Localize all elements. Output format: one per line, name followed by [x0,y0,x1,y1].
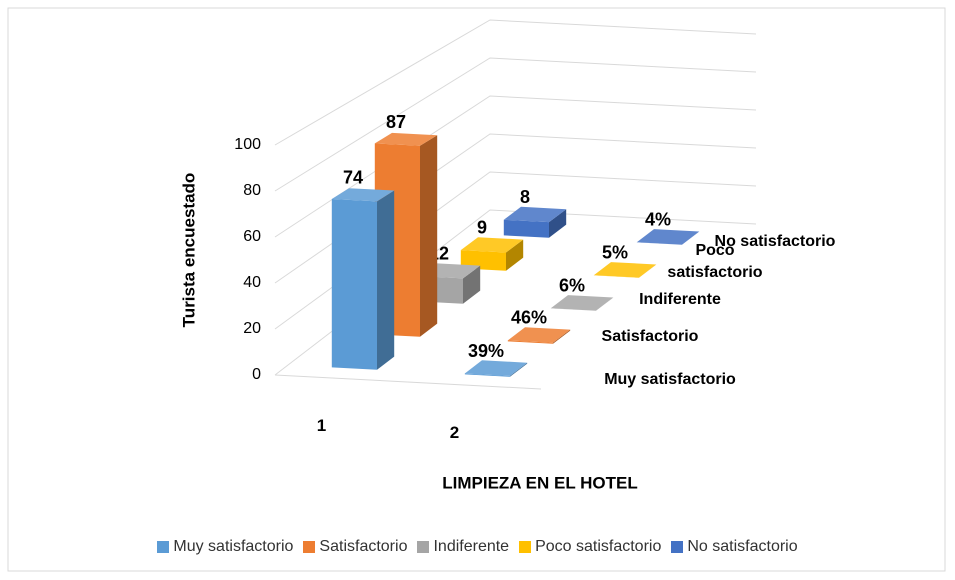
bar-front [550,308,596,311]
data-label: 5% [602,243,628,263]
data-label: 4% [645,210,671,230]
grid-line [274,57,757,192]
legend-item: Satisfactorio [303,538,407,556]
legend-item: No satisfactorio [671,538,798,556]
bar-side [596,297,614,311]
bar [550,295,614,311]
legend-swatch [157,541,170,553]
legend-swatch [671,541,684,553]
legend-item: Indiferente [417,538,509,556]
bar-side [682,231,700,245]
legend-item: Muy satisfactorio [157,538,293,556]
legend-swatch [303,541,316,553]
depth-label: Indiferente [639,291,721,308]
y-tick-label: 80 [243,182,261,199]
y-tick-label: 60 [243,228,261,245]
data-label: 8 [520,187,530,207]
legend-swatch [417,541,430,553]
bar-side [639,264,657,278]
bar-top [636,229,700,245]
depth-label: Satisfactorio [601,328,699,345]
bar-side [553,329,571,344]
legend-item: Poco satisfactorio [519,538,661,556]
legend-label: No satisfactorio [687,538,798,555]
bar-top [460,237,524,253]
floor-edge [274,374,542,390]
legend-label: Muy satisfactorio [173,538,294,555]
bar-front [503,219,549,238]
depth-label: Poco satisfactorio [667,242,763,281]
y-tick-label: 100 [234,136,261,153]
bar-side [506,239,524,271]
grid-line [274,19,757,146]
legend-label: Poco satisfactorio [535,538,662,555]
x-tick-label: 2 [450,423,459,442]
bar-side [510,362,528,377]
data-label: 46% [511,308,547,328]
bar [503,206,567,238]
bar-top [550,295,614,311]
depth-label: No satisfactorio [714,233,836,250]
data-label: 9 [477,218,487,238]
y-tick-label: 20 [243,320,261,337]
bar-top [331,188,395,202]
bar-side [549,209,567,238]
bar-side [420,135,438,337]
bar [464,360,528,377]
data-label: 6% [559,276,585,296]
y-tick-label: 0 [252,366,261,383]
legend-label: Satisfactorio [319,538,408,555]
data-label: 74 [343,168,363,188]
depth-label: Muy satisfactorio [604,371,736,388]
y-tick-label: 40 [243,274,261,291]
bar [593,262,657,278]
bar-front [593,275,639,278]
data-label: 87 [386,112,406,132]
bar-top [464,360,528,376]
bar-front [636,242,682,245]
bar-front [331,199,377,370]
bar-front [464,373,510,377]
bar-side [463,265,481,304]
bar-top [593,262,657,278]
bar-top [374,132,438,146]
bar-top [503,206,567,223]
legend: Muy satisfactorio Satisfactorio Indiferent… [0,538,955,556]
bar [507,327,571,344]
bar [636,229,700,245]
legend-label: Indiferente [433,538,510,555]
bar-side [377,190,395,370]
legend-swatch [519,541,532,553]
bar-front [507,340,553,344]
x-tick-label: 1 [317,416,326,435]
bar-top [507,327,571,343]
x-axis-title: LIMPIEZA EN EL HOTEL [442,473,638,492]
data-label: 39% [468,341,504,361]
bar [331,188,395,370]
y-axis-title: Turista encuestado [179,173,198,328]
